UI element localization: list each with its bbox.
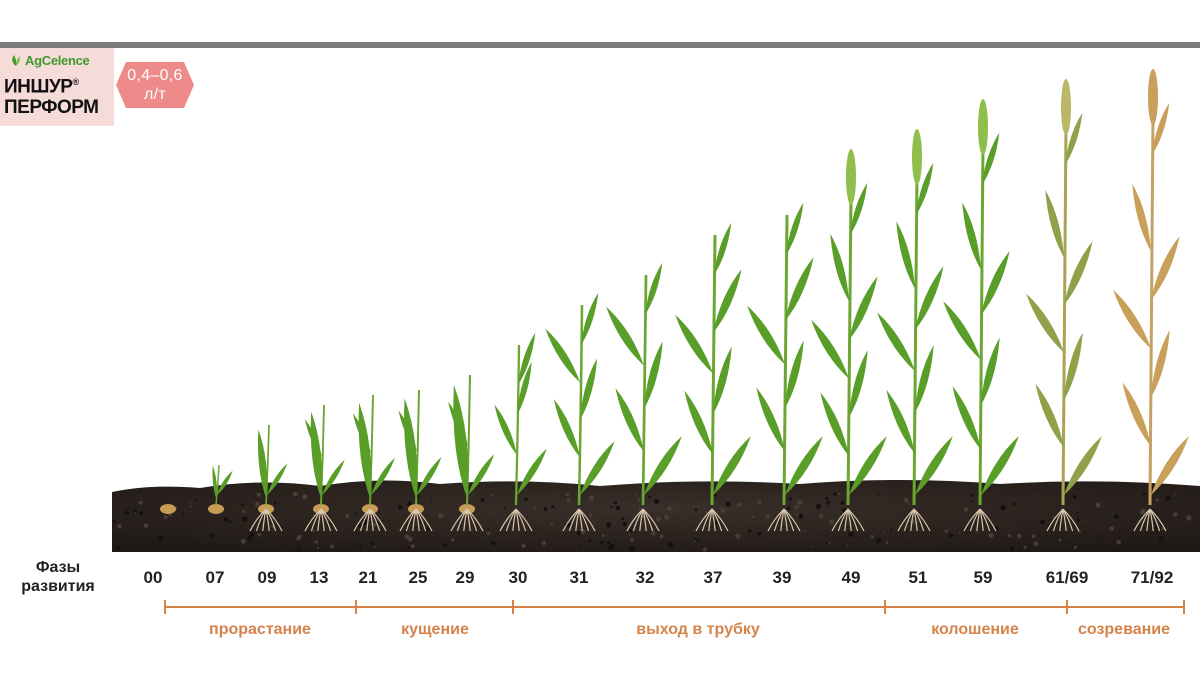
leaf-icon xyxy=(12,55,20,66)
growth-code-3: 13 xyxy=(309,568,329,587)
dose-badge: 0,4–0,6 л/т xyxy=(116,62,194,108)
plant-stage-7 xyxy=(494,332,547,532)
plant-stage-0 xyxy=(160,504,176,514)
soil-strip xyxy=(112,480,1200,552)
plant-stage-14 xyxy=(943,99,1019,532)
stage-label-1: кущение xyxy=(401,621,469,638)
top-divider-bar xyxy=(0,42,1200,48)
plant-stage-9 xyxy=(606,262,682,532)
growth-code-13: 51 xyxy=(908,568,928,587)
growth-code-14: 59 xyxy=(973,568,993,587)
plant-stage-5 xyxy=(398,389,442,532)
growth-code-9: 32 xyxy=(635,568,655,587)
hexagon-shape xyxy=(116,62,194,108)
growth-code-8: 31 xyxy=(569,568,589,587)
growth-code-6: 29 xyxy=(455,568,475,587)
growth-code-5: 25 xyxy=(408,568,428,587)
plant-stage-12 xyxy=(811,149,887,532)
dose-value: 0,4–0,6 xyxy=(127,67,183,84)
growth-code-0: 00 xyxy=(143,568,163,587)
growth-code-1: 07 xyxy=(205,568,225,587)
plant-stage-6 xyxy=(448,374,495,532)
growth-code-10: 37 xyxy=(703,568,723,587)
plant-stage-13 xyxy=(877,129,953,532)
growth-code-16: 71/92 xyxy=(1130,568,1174,587)
brand-name: AgCelence xyxy=(25,52,90,68)
plant-stage-16 xyxy=(1113,69,1189,532)
product-badge: AgCelence ИНШУР® ПЕРФОРМ xyxy=(0,48,114,126)
growth-code-7: 30 xyxy=(508,568,528,587)
plant-stage-1 xyxy=(208,464,233,514)
plant-stage-11 xyxy=(747,202,823,532)
plant-stage-10 xyxy=(675,222,751,532)
plant-stage-4 xyxy=(352,394,395,532)
growth-code-2: 09 xyxy=(257,568,277,587)
plant-stage-8 xyxy=(545,292,615,532)
growth-code-11: 39 xyxy=(772,568,792,587)
product-name-line1: ИНШУР xyxy=(4,76,73,98)
plant-stage-3 xyxy=(304,404,345,532)
phase-title: Фазы развития xyxy=(21,559,95,595)
dose-unit: л/т xyxy=(143,86,166,103)
stage-label-4: созревание xyxy=(1077,621,1171,638)
product-name: ИНШУР® ПЕРФОРМ xyxy=(4,72,114,118)
stage-label-2: выход в трубку xyxy=(636,621,760,638)
plant-stage-2 xyxy=(249,424,288,532)
brand-logo: AgCelence xyxy=(9,52,90,68)
growth-code-15: 61/69 xyxy=(1045,568,1089,587)
product-name-line2: ПЕРФОРМ xyxy=(4,97,99,119)
stage-label-3: колошение xyxy=(931,621,1019,638)
stage-label-0: прорастание xyxy=(209,621,311,638)
plant-stage-15 xyxy=(1026,79,1102,532)
growth-code-12: 49 xyxy=(841,568,861,587)
growth-code-4: 21 xyxy=(358,568,378,587)
registered-mark: ® xyxy=(72,77,79,87)
